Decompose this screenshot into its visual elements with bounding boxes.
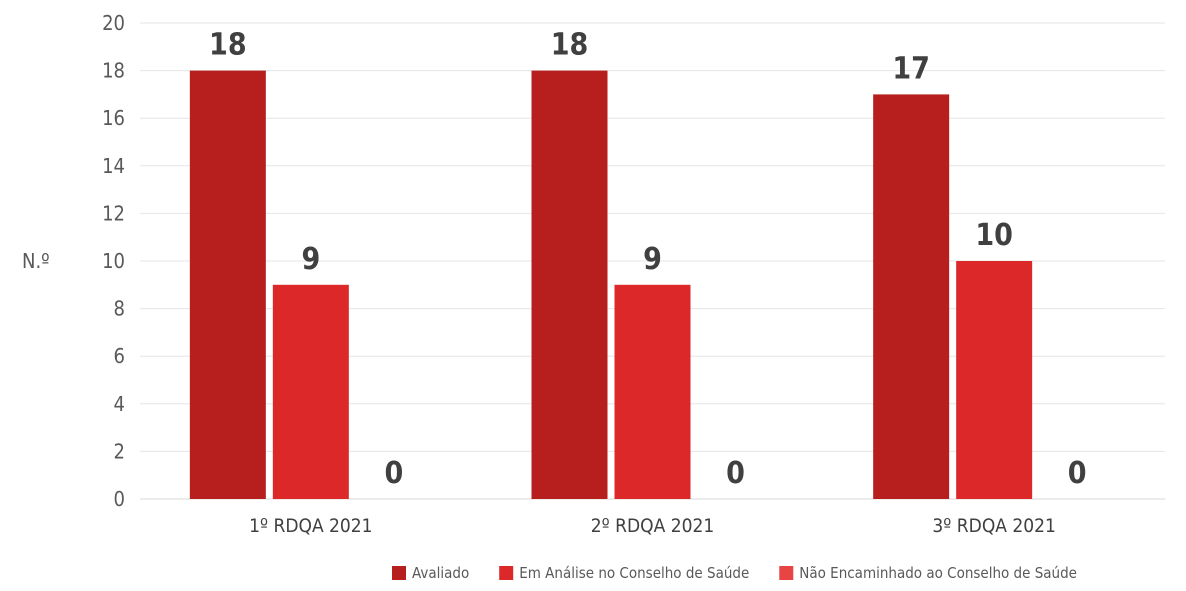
bar	[189, 70, 266, 499]
legend-label: Não Encaminhado ao Conselho de Saúde	[799, 564, 1077, 582]
y-axis-ticks: 0 2 4 6 8 10 12 14 16 18 20	[102, 11, 125, 511]
data-label: 9	[301, 242, 320, 277]
bar	[956, 261, 1033, 499]
legend-swatch	[779, 566, 794, 580]
y-tick-label: 16	[102, 106, 125, 130]
legend-swatch	[499, 566, 514, 580]
data-labels: 18 9 0 18 9 0 17 10 0	[209, 28, 1087, 491]
bar	[531, 70, 608, 499]
data-label: 0	[726, 456, 745, 491]
data-label: 0	[1068, 456, 1087, 491]
data-label: 10	[975, 218, 1013, 253]
x-category-label: 3º RDQA 2021	[932, 515, 1055, 537]
y-tick-label: 20	[102, 11, 125, 35]
y-tick-label: 12	[102, 201, 125, 225]
legend-swatch	[392, 566, 406, 580]
bars	[189, 70, 1033, 500]
y-tick-label: 8	[114, 297, 125, 321]
legend-label: Em Análise no Conselho de Saúde	[519, 564, 749, 582]
y-tick-label: 2	[114, 439, 125, 463]
bar	[614, 284, 691, 499]
data-label: 9	[643, 242, 662, 277]
y-tick-label: 6	[114, 344, 125, 368]
x-category-label: 1º RDQA 2021	[249, 515, 372, 537]
data-label: 18	[551, 28, 589, 63]
x-axis-categories: 1º RDQA 2021 2º RDQA 2021 3º RDQA 2021	[249, 515, 1056, 537]
data-label: 18	[209, 28, 247, 63]
bar	[272, 284, 349, 499]
y-tick-label: 18	[102, 59, 125, 83]
legend-label: Avaliado	[412, 564, 469, 582]
y-axis-label: N.º	[22, 249, 50, 273]
bar	[873, 94, 950, 500]
y-tick-label: 10	[102, 249, 125, 273]
x-category-label: 2º RDQA 2021	[591, 515, 714, 537]
data-label: 0	[384, 456, 403, 491]
data-label: 17	[892, 51, 930, 86]
y-tick-label: 14	[102, 154, 125, 178]
y-tick-label: 4	[114, 392, 125, 416]
y-tick-label: 0	[114, 487, 125, 511]
legend: Avaliado Em Análise no Conselho de Saúde N…	[392, 564, 1077, 582]
